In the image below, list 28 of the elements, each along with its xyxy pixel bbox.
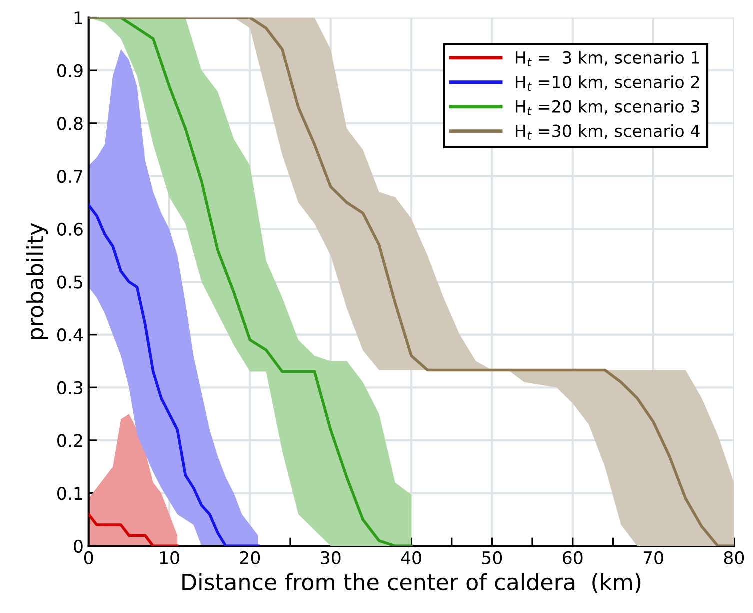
x-tick-label: 0 [84, 551, 94, 564]
y-tick-label: 0.3 [58, 381, 83, 395]
x-tick-label: 70 [644, 551, 664, 564]
y-axis-title: probability [26, 223, 48, 340]
x-tick-label: 10 [160, 551, 180, 564]
y-tick-label: 0.1 [58, 487, 82, 500]
x-tick-label: 60 [563, 551, 583, 564]
line-series [88, 513, 179, 546]
y-tick-label: 0.9 [58, 64, 83, 78]
y-tick-label: 0.5 [58, 276, 82, 289]
legend-label: H$_{t}$ =10 km, scenario 2 [516, 76, 700, 91]
line-series [88, 204, 260, 546]
y-tick-label: 0.7 [58, 170, 83, 184]
y-tick-label: 1 [74, 12, 82, 24]
x-tick-label: 30 [321, 551, 341, 564]
y-tick-label: 0.6 [58, 222, 83, 236]
x-axis-title: Distance from the center of caldera (km) [182, 573, 641, 594]
x-tick-label: 50 [482, 551, 502, 564]
x-tick-label: 80 [724, 551, 744, 564]
legend-label: H$_{t}$ =30 km, scenario 4 [516, 124, 700, 140]
x-tick-label: 20 [240, 551, 260, 564]
legend-label: H$_{t}$ =20 km, scenario 3 [516, 100, 700, 116]
y-tick-label: 0.2 [58, 434, 82, 448]
legend-label: H$_{t}$ = 3 km, scenario 1 [516, 51, 700, 67]
y-tick-label: 0.8 [58, 117, 83, 130]
y-tick-label: 0 [74, 540, 83, 554]
y-tick-label: 0.4 [58, 328, 84, 342]
x-tick-label: 40 [401, 551, 422, 564]
